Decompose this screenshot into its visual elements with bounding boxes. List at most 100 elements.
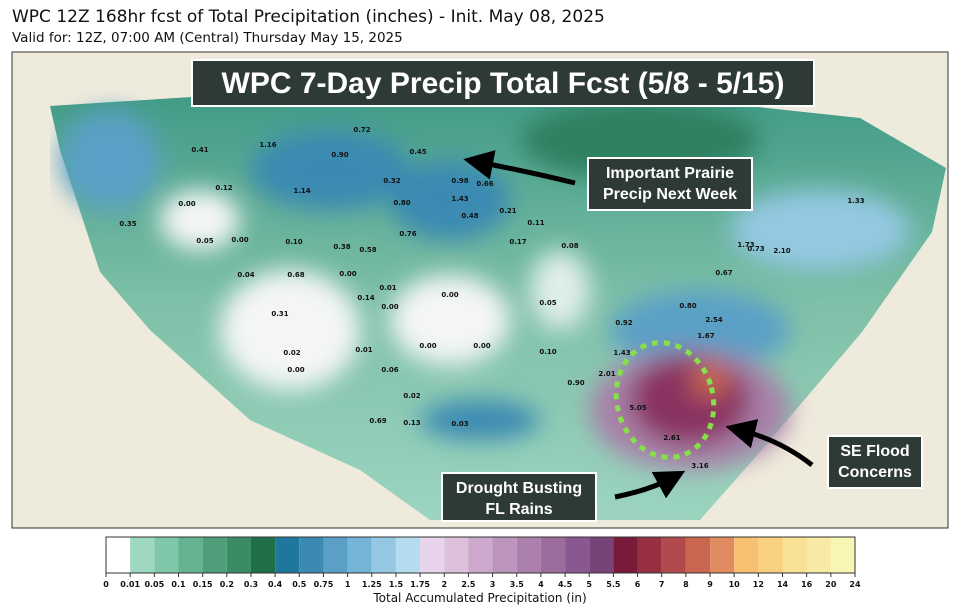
map-value: 0.10 — [539, 348, 556, 356]
banner-box — [191, 59, 815, 107]
colorbar-tick-label: 1.75 — [410, 580, 430, 589]
map-value: 0.69 — [369, 417, 386, 425]
map-value: 1.43 — [613, 349, 630, 357]
map-value: 0.00 — [473, 342, 490, 350]
colorbar-tick-label: 20 — [825, 580, 837, 589]
colorbar-bin — [758, 537, 783, 573]
map-value: 0.67 — [715, 269, 732, 277]
colorbar-bin — [395, 537, 421, 573]
colorbar-tick-label: 1 — [345, 580, 351, 589]
colorbar-bin — [492, 537, 517, 573]
map-value: 1.73 — [737, 241, 754, 249]
colorbar-bin — [661, 537, 686, 573]
map-value: 3.16 — [691, 462, 708, 470]
map-value: 0.08 — [561, 242, 578, 250]
colorbar-tick-label: 2 — [441, 580, 447, 589]
map-value: 0.00 — [339, 270, 356, 278]
annotation-text: Drought Busting — [456, 480, 582, 497]
map-value: 1.43 — [451, 195, 468, 203]
annotation-box — [441, 472, 597, 522]
colorbar-bin — [250, 537, 276, 573]
map-value: 0.90 — [331, 151, 348, 159]
annotation-text: Important Prairie — [606, 165, 734, 182]
map-value: 0.41 — [191, 146, 208, 154]
colorbar-bin — [130, 537, 155, 573]
map-value: 0.35 — [119, 220, 136, 228]
map-value: 0.76 — [399, 230, 416, 238]
colorbar-tick-label: 16 — [801, 580, 813, 589]
map-value: 0.66 — [476, 180, 493, 188]
map-value: 0.02 — [403, 392, 420, 400]
map-value: 0.98 — [451, 177, 468, 185]
map-value: 0.17 — [509, 238, 526, 246]
colorbar-tick-label: 0 — [103, 580, 109, 589]
colorbar-bin — [782, 537, 807, 573]
subtitle: Valid for: 12Z, 07:00 AM (Central) Thurs… — [12, 30, 403, 46]
map-value: 0.10 — [285, 238, 302, 246]
map-value: 2.01 — [598, 370, 615, 378]
colorbar-tick-label: 2.5 — [461, 580, 476, 589]
colorbar-tick-label: 0.5 — [292, 580, 307, 589]
colorbar-tick-label: 24 — [849, 580, 861, 589]
map-value: 0.05 — [539, 299, 556, 307]
colorbar-bin — [613, 537, 638, 573]
annotation-text: Concerns — [838, 464, 912, 481]
colorbar-bin — [323, 537, 348, 573]
map-value: 2.61 — [663, 434, 680, 442]
colorbar-tick-label: 8 — [683, 580, 689, 589]
map-value: 0.12 — [215, 184, 232, 192]
colorbar-tick-label: 1.5 — [389, 580, 404, 589]
map-value: 0.13 — [403, 419, 420, 427]
map-value: 0.45 — [409, 148, 426, 156]
annotations: Important Prairie Precip Next Week SE Floo… — [441, 157, 923, 522]
colorbar-tick-label: 1.25 — [362, 580, 382, 589]
map-value: 0.14 — [357, 294, 374, 302]
colorbar-tick-label: 4 — [538, 580, 544, 589]
annotation-text: SE Flood — [840, 443, 909, 460]
map-value: 0.00 — [441, 291, 458, 299]
colorbar-tick-label: 0.75 — [314, 580, 334, 589]
colorbar-tick-label: 0.01 — [120, 580, 140, 589]
colorbar-bin — [540, 537, 566, 573]
map-value: 0.58 — [359, 246, 376, 254]
annotation-box — [587, 157, 753, 211]
colorbar-tick-label: 5.5 — [606, 580, 621, 589]
colorbar-tick-label: 3.5 — [510, 580, 525, 589]
map-value: 0.00 — [419, 342, 436, 350]
colorbar-bin — [710, 537, 735, 573]
colorbar-tick-label: 9 — [707, 580, 713, 589]
map-labels: 0.41 1.16 0.72 0.90 0.45 0.98 0.66 1.14 0.32 0.80… — [119, 126, 864, 470]
colorbar-tick-label: 0.3 — [244, 580, 258, 589]
colorbar-bin — [830, 537, 855, 573]
colorbar-tick-label: 6 — [635, 580, 641, 589]
colorbar-bin — [637, 537, 662, 573]
colorbar-tick-label: 14 — [777, 580, 789, 589]
colorbar-bin — [589, 537, 614, 573]
colorbar-frame — [105, 536, 856, 574]
map-value: 0.04 — [237, 271, 254, 279]
map-value: 1.16 — [259, 141, 276, 149]
map-value: 0.80 — [393, 199, 410, 207]
colorbar-tick-label: 3 — [490, 580, 496, 589]
map-value: 0.68 — [287, 271, 304, 279]
map-value: 0.21 — [499, 207, 516, 215]
map-value: 0.48 — [461, 212, 478, 220]
map-value: 1.14 — [293, 187, 310, 195]
colorbar-tick-label: 10 — [729, 580, 741, 589]
colorbar-tick-label: 12 — [753, 580, 764, 589]
map-value: 1.33 — [847, 197, 864, 205]
map-value: 0.80 — [679, 302, 696, 310]
map-value: 2.10 — [773, 247, 790, 255]
colorbar-bin — [202, 537, 227, 573]
colorbar-bin — [734, 537, 759, 573]
colorbar-tick-label: 0.05 — [144, 580, 164, 589]
colorbar-bin — [178, 537, 203, 573]
colorbar-tick-label: 4.5 — [558, 580, 573, 589]
colorbar-bin — [806, 537, 831, 573]
title: WPC 12Z 168hr fcst of Total Precipitatio… — [12, 7, 605, 27]
focus-ring — [604, 332, 727, 469]
map-value: 0.06 — [381, 366, 398, 374]
annotation-text: FL Rains — [485, 501, 552, 518]
map-value: 5.05 — [629, 404, 646, 412]
map-value: 0.00 — [381, 303, 398, 311]
